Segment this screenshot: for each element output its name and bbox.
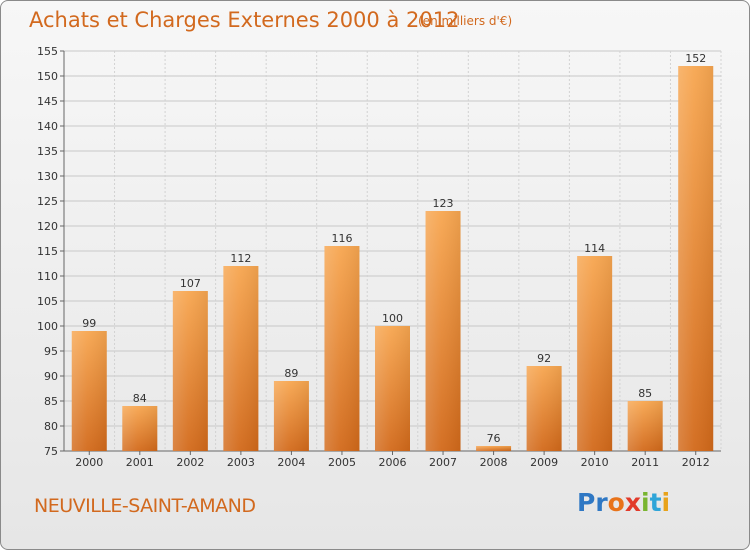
- y-tick-label: 150: [37, 70, 58, 83]
- value-label: 123: [433, 197, 454, 210]
- bars: [71, 66, 714, 451]
- logo-letter: P: [577, 488, 596, 517]
- x-tick-label: 2009: [530, 456, 558, 469]
- y-tick-label: 135: [37, 145, 58, 158]
- y-tick-label: 120: [37, 220, 58, 233]
- value-label: 84: [133, 392, 147, 405]
- y-tick-label: 130: [37, 170, 58, 183]
- y-tick-label: 140: [37, 120, 58, 133]
- x-tick-label: 2004: [277, 456, 305, 469]
- proxiti-logo: Proxiti: [577, 488, 670, 517]
- chart-title: Achats et Charges Externes 2000 à 2012: [29, 8, 460, 32]
- bar-shine: [122, 406, 158, 451]
- y-tick-label: 100: [37, 320, 58, 333]
- bar-shine: [526, 366, 562, 451]
- y-tick-label: 105: [37, 295, 58, 308]
- bar-shine: [273, 381, 309, 451]
- x-tick-label: 2000: [75, 456, 103, 469]
- bar-shine: [324, 246, 360, 451]
- value-label: 76: [487, 432, 501, 445]
- logo-letter: r: [595, 488, 608, 517]
- x-tick-label: 2003: [227, 456, 255, 469]
- value-label: 152: [685, 52, 706, 65]
- x-tick-label: 2006: [379, 456, 407, 469]
- y-tick-label: 145: [37, 95, 58, 108]
- x-tick-label: 2005: [328, 456, 356, 469]
- x-tick-label: 2008: [480, 456, 508, 469]
- value-label: 116: [331, 232, 352, 245]
- value-label: 99: [82, 317, 96, 330]
- y-tick-label: 110: [37, 270, 58, 283]
- x-tick-label: 2010: [581, 456, 609, 469]
- value-label: 92: [537, 352, 551, 365]
- bar-shine: [172, 291, 208, 451]
- y-tick-label: 115: [37, 245, 58, 258]
- value-label: 107: [180, 277, 201, 290]
- logo-letter: o: [607, 488, 625, 517]
- bar-shine: [425, 211, 461, 451]
- y-tick-label: 155: [37, 45, 58, 58]
- value-label: 89: [284, 367, 298, 380]
- bar-shine: [375, 326, 410, 451]
- x-tick-label: 2002: [176, 456, 204, 469]
- bar-shine: [577, 256, 613, 451]
- value-label: 100: [382, 312, 403, 325]
- bar-shine: [678, 66, 714, 451]
- x-tick-label: 2007: [429, 456, 457, 469]
- x-tick-label: 2001: [126, 456, 154, 469]
- y-tick-label: 75: [44, 445, 58, 458]
- commune-name: NEUVILLE-SAINT-AMAND: [34, 495, 256, 517]
- x-tick-label: 2011: [631, 456, 659, 469]
- y-tick-label: 90: [44, 370, 58, 383]
- bar-shine: [71, 331, 107, 451]
- logo-letter: i: [661, 488, 671, 517]
- logo-letter: x: [624, 488, 641, 517]
- y-tick-label: 85: [44, 395, 58, 408]
- x-tick-label: 2012: [682, 456, 710, 469]
- value-label: 112: [230, 252, 251, 265]
- chart-unit-label: (en milliers d'€): [418, 14, 513, 28]
- bar-shine: [223, 266, 259, 451]
- value-label: 85: [638, 387, 652, 400]
- logo-letter: t: [649, 488, 662, 517]
- y-tick-label: 80: [44, 420, 58, 433]
- y-tick-label: 125: [37, 195, 58, 208]
- bar-shine: [627, 401, 663, 451]
- bar-shine: [476, 446, 512, 451]
- y-tick-label: 95: [44, 345, 58, 358]
- labels: 75 80 85 90 95 100 105 110 115 120 125 130 135 140 145…: [37, 45, 710, 469]
- logo-letter: i: [641, 488, 650, 517]
- value-label: 114: [584, 242, 605, 255]
